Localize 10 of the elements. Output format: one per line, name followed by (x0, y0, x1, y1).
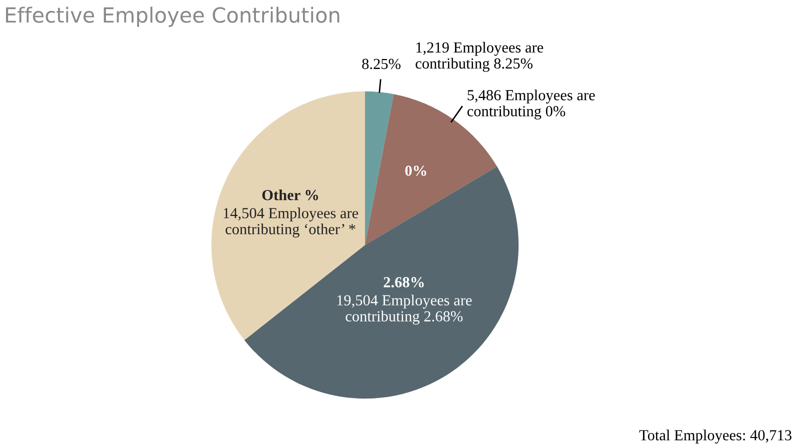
chart-title: Effective Employee Contribution (6, 6, 340, 27)
text: Total Employees: 40,713 (639, 430, 792, 444)
slice-label: 8.25% (362, 58, 401, 70)
slice-label: Other % (262, 189, 318, 200)
data-label: 1,219 Employees are contributing 8.25% (416, 42, 544, 72)
slice-label: 2.68% (384, 277, 424, 288)
data-label: 14,504 Employees are contributing ‘other’ * (224, 208, 358, 238)
slice-label: 0% (405, 166, 426, 176)
data-label: 19,504 Employees are contributing 2.68% (337, 294, 472, 325)
data-label: 5,486 Employees are contributing 0% (467, 90, 595, 120)
